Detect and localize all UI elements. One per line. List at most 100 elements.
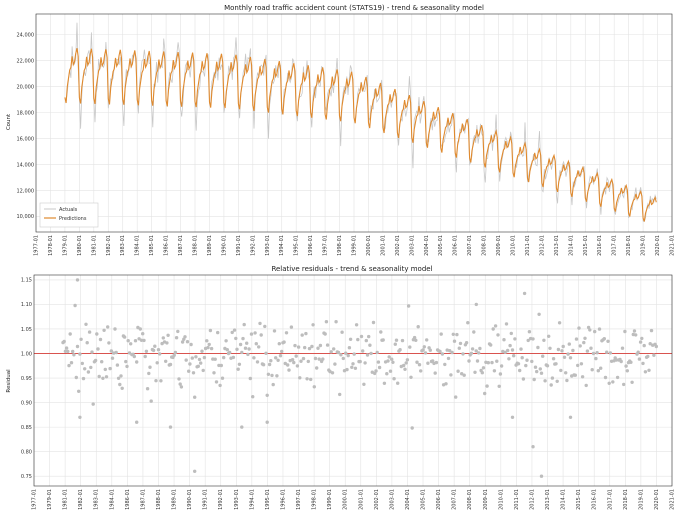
trend-xtick-label: 1979-01 — [62, 235, 68, 256]
residual-point — [599, 366, 603, 370]
residual-point — [379, 330, 383, 334]
residual-point — [217, 363, 221, 368]
residual-point — [456, 369, 460, 373]
trend-xtick-label: 1997-01 — [323, 235, 329, 256]
trend-chart-grid — [35, 14, 673, 232]
residual-point — [300, 333, 304, 337]
residual-point — [607, 381, 611, 385]
residual-point — [189, 342, 193, 347]
residual-point — [80, 361, 85, 366]
residual-point — [97, 374, 101, 379]
residual-point — [259, 333, 263, 337]
residual-point — [89, 365, 93, 370]
residual-point — [377, 365, 382, 370]
residual-point — [147, 371, 151, 376]
residual-point — [179, 385, 184, 389]
residual-point — [462, 373, 466, 377]
trend-xtick-label: 1978-01 — [48, 235, 54, 256]
residual-point — [125, 364, 129, 369]
residual-point — [63, 349, 68, 353]
residual-point — [392, 377, 396, 381]
residual-point — [454, 395, 458, 399]
residual-outlier-point — [568, 415, 573, 419]
residual-point — [426, 361, 430, 365]
residual-point — [334, 320, 338, 324]
residual-xtick-label: 2002-01 — [374, 489, 380, 510]
residual-point — [415, 360, 419, 364]
residual-point — [85, 341, 89, 345]
residual-point — [490, 360, 494, 365]
residual-point — [258, 321, 262, 326]
residual-point — [518, 368, 522, 373]
residual-point — [354, 323, 359, 327]
residual-point — [236, 367, 240, 371]
residual-point — [477, 351, 481, 355]
residual-point — [371, 320, 376, 325]
residual-point — [535, 369, 539, 374]
trend-ytick-label: 20,000 — [17, 84, 35, 90]
residual-xtick-label: 2019-01 — [638, 489, 644, 510]
residual-point — [325, 343, 330, 347]
residual-point — [526, 338, 530, 343]
residual-point — [358, 359, 362, 364]
residual-xtick-label: 1997-01 — [296, 489, 302, 510]
residual-point — [245, 341, 249, 345]
trend-xtick-label: 2014-01 — [568, 235, 574, 256]
residual-point — [493, 324, 498, 328]
residual-point — [489, 343, 493, 347]
residual-point — [184, 358, 188, 362]
residual-point — [144, 349, 149, 353]
residual-point — [348, 337, 353, 341]
residual-point — [450, 350, 454, 355]
residual-point — [200, 349, 204, 353]
residual-point — [127, 351, 132, 355]
residual-point — [573, 373, 577, 377]
residual-point — [251, 395, 255, 399]
residual-point — [197, 357, 202, 362]
residual-point — [119, 374, 123, 378]
residual-point — [269, 359, 273, 363]
residual-point — [525, 358, 529, 362]
residual-point — [153, 344, 157, 348]
residual-point — [630, 380, 634, 384]
residual-point — [531, 337, 535, 341]
residual-point — [448, 349, 452, 353]
residual-point — [466, 321, 470, 325]
residual-point — [277, 342, 281, 346]
residual-point — [470, 347, 475, 351]
residual-point — [636, 350, 640, 354]
residual-point — [554, 362, 558, 366]
residual-point — [178, 382, 182, 386]
residual-point — [207, 342, 211, 347]
residual-point — [428, 348, 432, 352]
residual-point — [232, 328, 237, 332]
residual-point — [597, 327, 602, 331]
residual-point — [218, 383, 222, 388]
residual-point — [237, 362, 242, 366]
residual-point — [588, 328, 592, 332]
residual-chart-frame — [33, 274, 673, 487]
residual-point — [154, 379, 158, 383]
residual-point — [345, 367, 349, 372]
residual-point — [647, 368, 651, 372]
residual-point — [219, 363, 223, 368]
residual-xtick-label: 2003-01 — [389, 489, 395, 510]
residual-point — [234, 336, 238, 341]
residual-point — [393, 342, 397, 346]
legend-predictions-label: Predictions — [59, 216, 87, 222]
residual-point — [166, 333, 170, 337]
trend-xtick-label: 2000-01 — [366, 235, 372, 256]
trend-xtick-label: 2008-01 — [482, 235, 488, 256]
residual-xtick-label: 2008-01 — [467, 489, 473, 510]
residual-point — [209, 346, 214, 351]
residual-point — [519, 347, 523, 351]
residual-xtick-label: 2012-01 — [529, 489, 535, 510]
residual-point — [351, 362, 355, 366]
residual-point — [143, 354, 147, 359]
residual-point — [376, 360, 381, 364]
trend-xtick-label: 2021-01 — [670, 235, 676, 256]
residual-point — [461, 352, 465, 356]
residual-outlier-point — [78, 415, 82, 419]
trend-xtick-label: 2009-01 — [496, 235, 502, 256]
